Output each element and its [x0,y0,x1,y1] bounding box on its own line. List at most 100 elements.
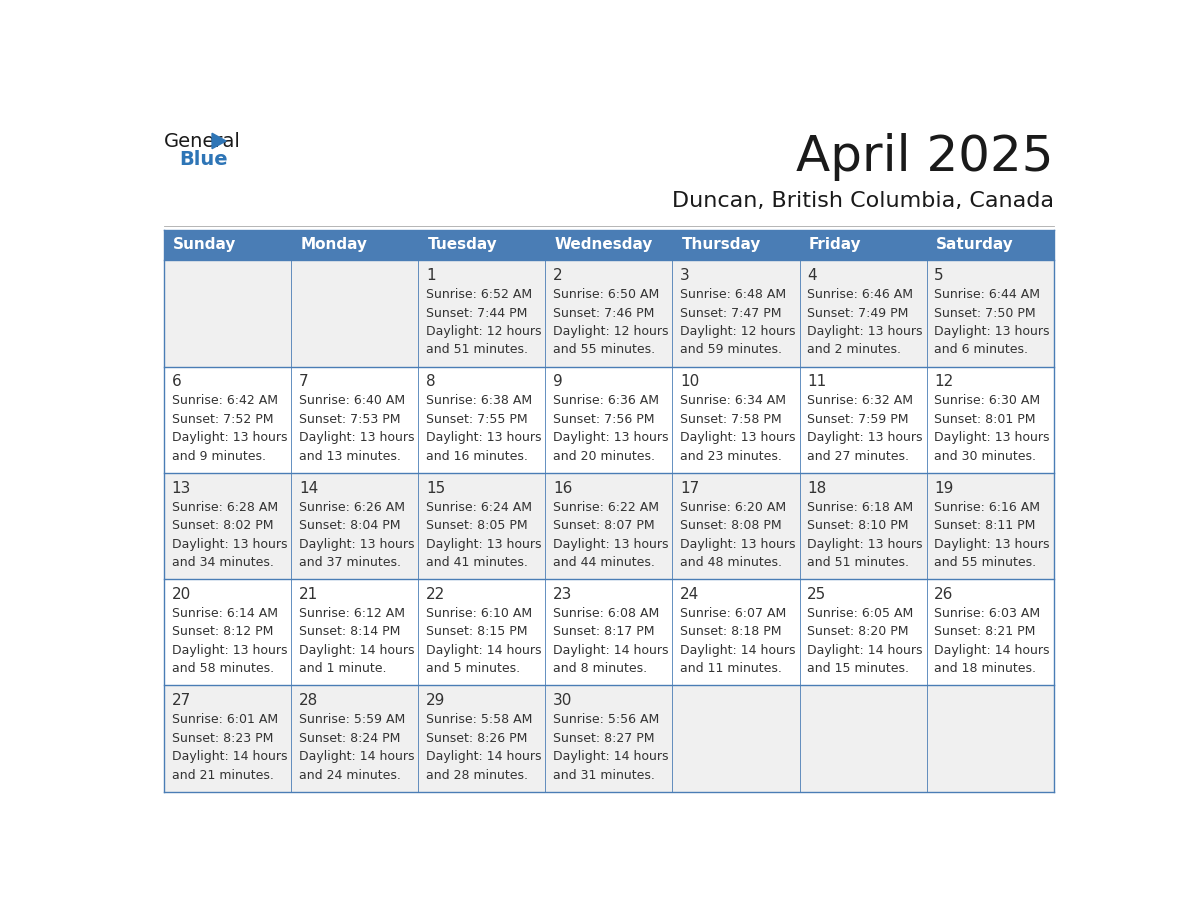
Text: 18: 18 [808,480,827,496]
Text: and 34 minutes.: and 34 minutes. [172,556,273,569]
Text: and 51 minutes.: and 51 minutes. [426,343,527,356]
Text: Sunset: 7:53 PM: Sunset: 7:53 PM [299,413,400,426]
Text: 27: 27 [172,693,191,708]
Text: Sunset: 8:21 PM: Sunset: 8:21 PM [934,625,1036,638]
Text: Sunrise: 6:18 AM: Sunrise: 6:18 AM [808,500,914,513]
Text: 9: 9 [554,375,563,389]
Text: Daylight: 13 hours: Daylight: 13 hours [808,325,923,338]
Text: Daylight: 14 hours: Daylight: 14 hours [172,750,287,763]
Text: 16: 16 [554,480,573,496]
Text: Tuesday: Tuesday [428,238,498,252]
Text: and 48 minutes.: and 48 minutes. [681,556,782,569]
Text: Sunrise: 6:50 AM: Sunrise: 6:50 AM [554,288,659,301]
Text: and 9 minutes.: and 9 minutes. [172,450,266,463]
Text: Daylight: 13 hours: Daylight: 13 hours [426,431,542,444]
Text: Sunrise: 6:01 AM: Sunrise: 6:01 AM [172,713,278,726]
Text: 26: 26 [934,587,954,602]
Text: Sunset: 7:46 PM: Sunset: 7:46 PM [554,307,655,319]
Text: and 18 minutes.: and 18 minutes. [934,662,1036,676]
Text: and 11 minutes.: and 11 minutes. [681,662,782,676]
Text: Daylight: 13 hours: Daylight: 13 hours [934,325,1050,338]
Text: 30: 30 [554,693,573,708]
Text: Daylight: 13 hours: Daylight: 13 hours [299,538,415,551]
Text: Sunset: 7:52 PM: Sunset: 7:52 PM [172,413,273,426]
Polygon shape [211,133,226,149]
Text: and 2 minutes.: and 2 minutes. [808,343,902,356]
Text: and 30 minutes.: and 30 minutes. [934,450,1036,463]
Text: Daylight: 13 hours: Daylight: 13 hours [172,431,287,444]
Text: Sunset: 8:02 PM: Sunset: 8:02 PM [172,519,273,532]
Text: 11: 11 [808,375,827,389]
Text: and 23 minutes.: and 23 minutes. [681,450,782,463]
Text: Daylight: 13 hours: Daylight: 13 hours [934,538,1050,551]
Text: Sunrise: 5:56 AM: Sunrise: 5:56 AM [554,713,659,726]
Text: 28: 28 [299,693,318,708]
Text: Daylight: 14 hours: Daylight: 14 hours [299,644,415,656]
Bar [164,261,1054,366]
Bar [545,230,672,261]
Text: 4: 4 [808,268,817,283]
Text: 1: 1 [426,268,436,283]
Text: Daylight: 13 hours: Daylight: 13 hours [681,431,796,444]
Text: Sunrise: 6:03 AM: Sunrise: 6:03 AM [934,607,1041,620]
Text: and 15 minutes.: and 15 minutes. [808,662,909,676]
Text: and 28 minutes.: and 28 minutes. [426,768,527,781]
Text: and 6 minutes.: and 6 minutes. [934,343,1029,356]
Text: Wednesday: Wednesday [555,238,653,252]
Text: and 8 minutes.: and 8 minutes. [554,662,647,676]
Text: 17: 17 [681,480,700,496]
Text: Sunset: 7:47 PM: Sunset: 7:47 PM [681,307,782,319]
Text: Sunrise: 6:24 AM: Sunrise: 6:24 AM [426,500,532,513]
Text: Sunset: 8:14 PM: Sunset: 8:14 PM [299,625,400,638]
Text: and 13 minutes.: and 13 minutes. [299,450,400,463]
Text: and 16 minutes.: and 16 minutes. [426,450,527,463]
Text: 13: 13 [172,480,191,496]
Bar [164,473,1054,579]
Text: Sunrise: 5:58 AM: Sunrise: 5:58 AM [426,713,532,726]
Text: Sunset: 8:20 PM: Sunset: 8:20 PM [808,625,909,638]
Text: Sunrise: 6:48 AM: Sunrise: 6:48 AM [681,288,786,301]
Text: and 31 minutes.: and 31 minutes. [554,768,655,781]
Text: Sunrise: 6:42 AM: Sunrise: 6:42 AM [172,395,278,408]
Text: and 58 minutes.: and 58 minutes. [172,662,274,676]
Text: and 51 minutes.: and 51 minutes. [808,556,909,569]
Text: Daylight: 13 hours: Daylight: 13 hours [172,644,287,656]
Text: and 24 minutes.: and 24 minutes. [299,768,400,781]
Text: Sunrise: 6:44 AM: Sunrise: 6:44 AM [934,288,1041,301]
Text: Sunrise: 6:26 AM: Sunrise: 6:26 AM [299,500,405,513]
Text: Daylight: 13 hours: Daylight: 13 hours [554,431,669,444]
Text: 29: 29 [426,693,446,708]
Text: and 5 minutes.: and 5 minutes. [426,662,520,676]
Text: 22: 22 [426,587,446,602]
Text: Sunrise: 6:32 AM: Sunrise: 6:32 AM [808,395,914,408]
Text: Sunset: 8:11 PM: Sunset: 8:11 PM [934,519,1036,532]
Text: Daylight: 14 hours: Daylight: 14 hours [426,750,542,763]
Text: Daylight: 12 hours: Daylight: 12 hours [554,325,669,338]
Text: Sunrise: 6:16 AM: Sunrise: 6:16 AM [934,500,1041,513]
Text: Sunset: 8:01 PM: Sunset: 8:01 PM [934,413,1036,426]
Text: and 20 minutes.: and 20 minutes. [554,450,655,463]
Bar [164,366,1054,473]
Text: and 37 minutes.: and 37 minutes. [299,556,400,569]
Text: 3: 3 [681,268,690,283]
Text: 10: 10 [681,375,700,389]
Text: and 41 minutes.: and 41 minutes. [426,556,527,569]
Text: Daylight: 13 hours: Daylight: 13 hours [554,538,669,551]
Text: Sunset: 7:50 PM: Sunset: 7:50 PM [934,307,1036,319]
Text: Daylight: 14 hours: Daylight: 14 hours [554,750,669,763]
Text: Sunset: 8:05 PM: Sunset: 8:05 PM [426,519,527,532]
Text: Sunrise: 6:05 AM: Sunrise: 6:05 AM [808,607,914,620]
Text: Sunset: 8:18 PM: Sunset: 8:18 PM [681,625,782,638]
Text: Sunrise: 6:12 AM: Sunrise: 6:12 AM [299,607,405,620]
Text: Daylight: 13 hours: Daylight: 13 hours [808,431,923,444]
Bar [418,230,545,261]
Text: 23: 23 [554,587,573,602]
Bar [800,230,927,261]
Text: Saturday: Saturday [936,238,1013,252]
Text: Sunset: 7:58 PM: Sunset: 7:58 PM [681,413,782,426]
Text: Sunset: 8:15 PM: Sunset: 8:15 PM [426,625,527,638]
Text: Sunrise: 6:22 AM: Sunrise: 6:22 AM [554,500,659,513]
Text: and 44 minutes.: and 44 minutes. [554,556,655,569]
Text: Daylight: 14 hours: Daylight: 14 hours [426,644,542,656]
Text: 7: 7 [299,375,309,389]
